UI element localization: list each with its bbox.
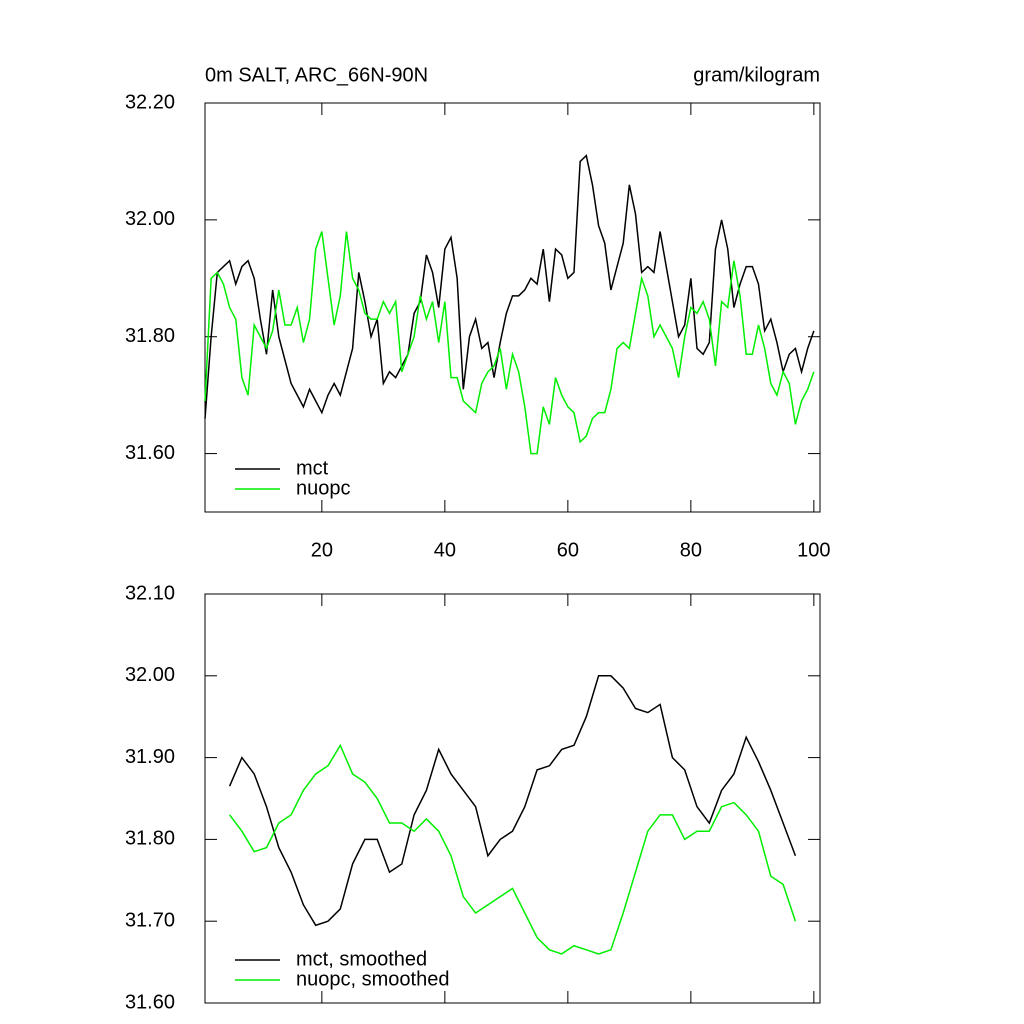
y-tick-label: 32.20 (125, 91, 175, 113)
y-tick-label: 31.60 (125, 991, 175, 1013)
x-tick-label: 100 (797, 539, 830, 561)
chart-title: 0m SALT, ARC_66N-90N (205, 64, 428, 86)
data-line (204, 154, 815, 419)
x-tick-label: 80 (680, 539, 702, 561)
y-tick-label: 31.90 (125, 746, 175, 768)
y-tick-label: 32.10 (125, 582, 175, 604)
y-tick-label: 31.60 (125, 442, 175, 464)
y-tick-label: 32.00 (125, 208, 175, 230)
y-tick-label: 31.80 (125, 828, 175, 850)
plot-frame (204, 593, 821, 1004)
legend-label: nuopc, smoothed (296, 968, 449, 990)
units-label: gram/kilogram (693, 64, 820, 86)
legend-label: mct (296, 457, 329, 479)
y-tick-label: 31.70 (125, 909, 175, 931)
x-tick-label: 20 (311, 539, 333, 561)
data-line (229, 743, 797, 955)
plot-frame (204, 102, 821, 513)
y-tick-label: 31.80 (125, 325, 175, 347)
legend-label: mct, smoothed (296, 948, 427, 970)
x-tick-label: 40 (434, 539, 456, 561)
legend-label: nuopc (296, 477, 351, 499)
data-line (204, 231, 815, 455)
data-line (228, 675, 797, 927)
x-tick-label: 60 (557, 539, 579, 561)
y-tick-label: 32.00 (125, 664, 175, 686)
